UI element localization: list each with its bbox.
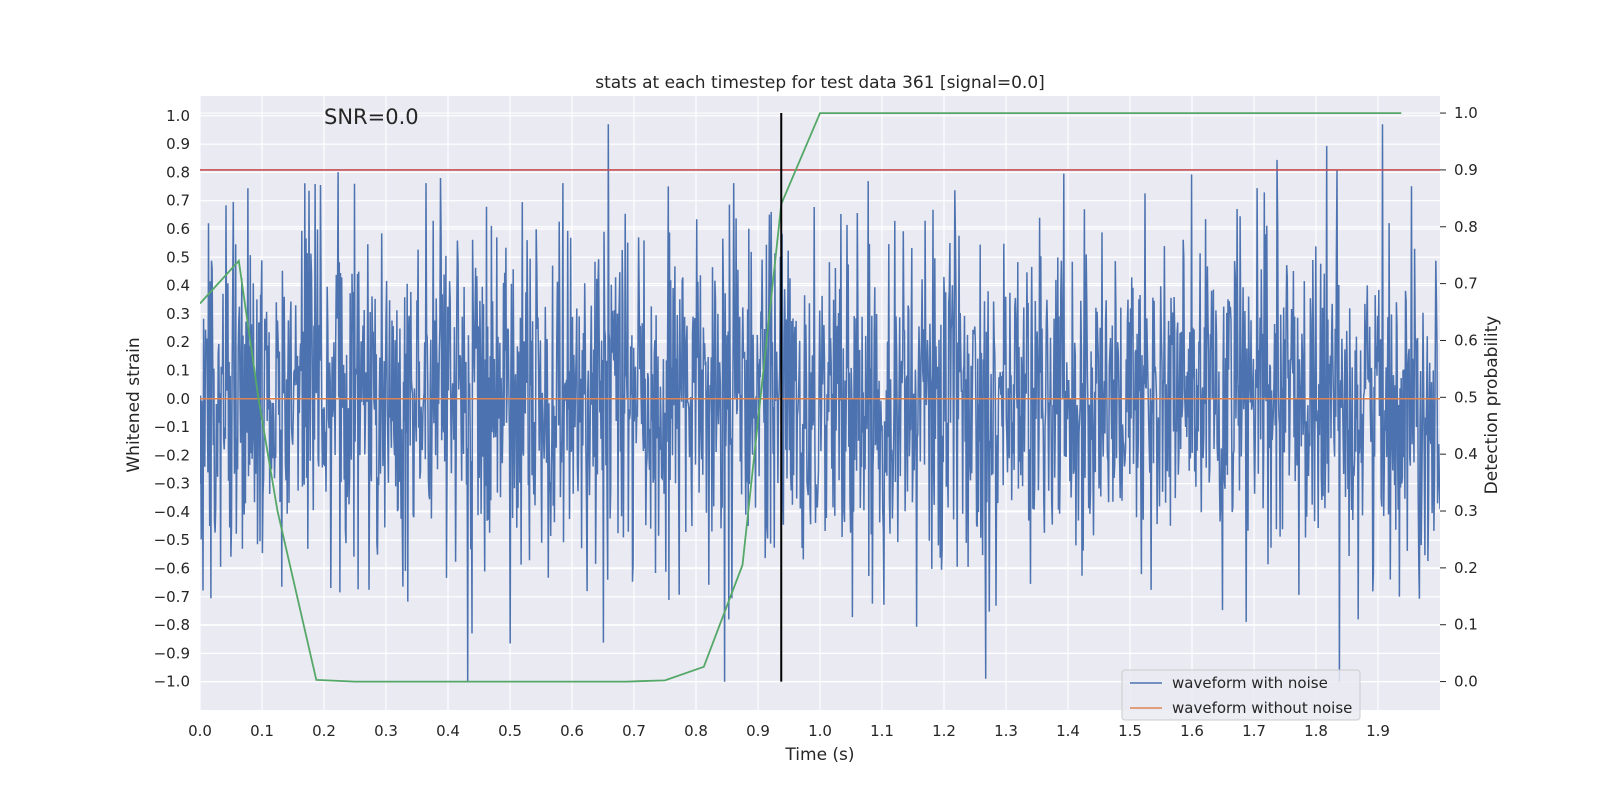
y-tick-label: −0.1 xyxy=(154,418,190,436)
y-tick-label: 0.4 xyxy=(166,277,190,295)
y-tick-label: 0.2 xyxy=(166,333,190,351)
y-tick-label: −0.4 xyxy=(154,503,190,521)
y2-tick-label: 0.0 xyxy=(1454,673,1478,691)
x-tick-label: 1.7 xyxy=(1242,722,1266,740)
y-tick-label: 0.6 xyxy=(166,220,190,238)
x-tick-label: 0.6 xyxy=(560,722,584,740)
legend-frame xyxy=(1121,669,1361,721)
y2-tick-label: 0.8 xyxy=(1454,218,1478,236)
y2-tick-label: 0.4 xyxy=(1454,445,1478,463)
x-tick-label: 1.0 xyxy=(808,722,832,740)
y2-tick-label: 0.6 xyxy=(1454,331,1478,349)
snr-annotation: SNR=0.0 xyxy=(324,105,419,129)
y2-tick-label: 0.1 xyxy=(1454,616,1478,634)
y-tick-label: 0.3 xyxy=(166,305,190,323)
x-tick-label: 0.5 xyxy=(498,722,522,740)
series-waveform-with-noise xyxy=(200,124,1440,682)
y-tick-label: −0.8 xyxy=(154,616,190,634)
x-tick-label: 0.1 xyxy=(250,722,274,740)
x-tick-label: 0.8 xyxy=(684,722,708,740)
tick-labels: 0.0 0.1 0.2 0.3 0.4 0.5 0.6 0.7 0.8 0.9 1.0 1.1 1.2 1… xyxy=(154,104,1478,740)
x-tick-label: 0.7 xyxy=(622,722,646,740)
y-tick-label: −0.7 xyxy=(154,588,190,606)
y-tick-label: 0.9 xyxy=(166,135,190,153)
y2-tick-label: 0.5 xyxy=(1454,388,1478,406)
y-tick-label: 0.7 xyxy=(166,192,190,210)
x-tick-label: 1.9 xyxy=(1366,722,1390,740)
x-tick-label: 1.4 xyxy=(1056,722,1080,740)
y2-axis-label: Detection probability xyxy=(1482,316,1502,495)
x-tick-label: 1.8 xyxy=(1304,722,1328,740)
legend: waveform with noise waveform without noi… xyxy=(1121,669,1361,721)
y-tick-label: 0.8 xyxy=(166,163,190,181)
x-axis-label: Time (s) xyxy=(784,745,854,765)
x-tick-label: 1.1 xyxy=(870,722,894,740)
chart-title: stats at each timestep for test data 361… xyxy=(595,73,1045,93)
x-tick-label: 1.6 xyxy=(1180,722,1204,740)
x-tick-label: 1.3 xyxy=(994,722,1018,740)
y-tick-label: −1.0 xyxy=(154,673,190,691)
plot-clip-group xyxy=(200,112,1440,683)
x-tick-label: 0.2 xyxy=(312,722,336,740)
y-tick-label: 0.1 xyxy=(166,361,190,379)
y-tick-label: −0.2 xyxy=(154,446,190,464)
x-tick-label: 0.9 xyxy=(746,722,770,740)
y-tick-label: 0.0 xyxy=(166,390,190,408)
y-tick-label: −0.9 xyxy=(154,644,190,662)
x-tick-label: 0.0 xyxy=(188,722,212,740)
x-tick-label: 1.2 xyxy=(932,722,956,740)
legend-label-waveform-without-noise: waveform without noise xyxy=(1172,699,1352,717)
y-tick-label: −0.5 xyxy=(154,531,190,549)
y-tick-label: 1.0 xyxy=(166,107,190,125)
y2-tick-label: 0.3 xyxy=(1454,502,1478,520)
y2-tick-label: 0.2 xyxy=(1454,559,1478,577)
y2-tick-label: 0.7 xyxy=(1454,275,1478,293)
y-tick-label: 0.5 xyxy=(166,248,190,266)
y-tick-label: −0.6 xyxy=(154,560,190,578)
x-tick-label: 0.3 xyxy=(374,722,398,740)
y-tick-label: −0.3 xyxy=(154,475,190,493)
series-layer xyxy=(200,112,1440,683)
x-tick-label: 0.4 xyxy=(436,722,460,740)
y2-tick-label: 0.9 xyxy=(1454,161,1478,179)
y2-tick-label: 1.0 xyxy=(1454,104,1478,122)
y-axis-label: Whitened strain xyxy=(124,337,144,472)
legend-label-waveform-with-noise: waveform with noise xyxy=(1172,674,1328,692)
x-tick-label: 1.5 xyxy=(1118,722,1142,740)
